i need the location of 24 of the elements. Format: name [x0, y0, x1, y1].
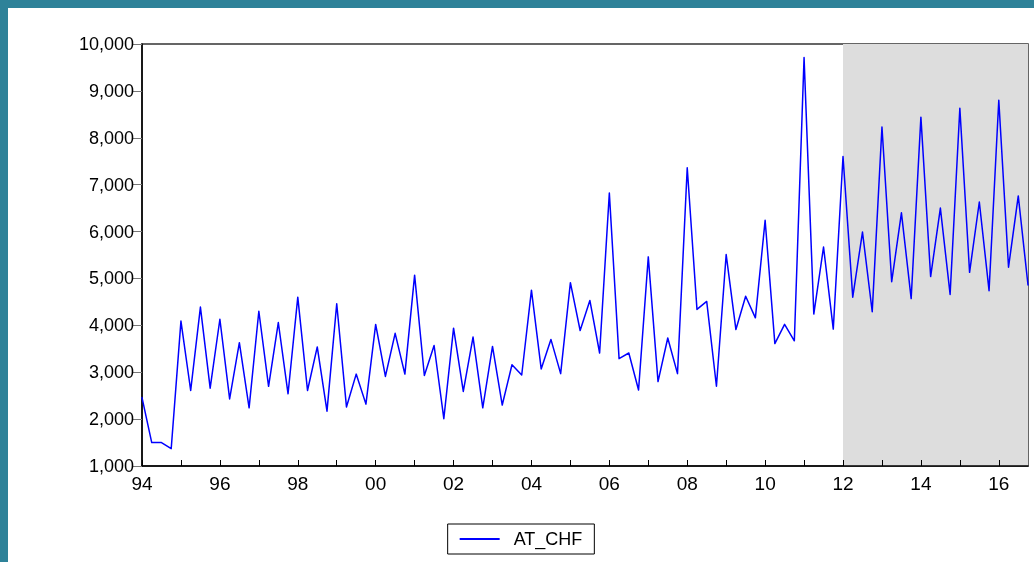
line-series: [141, 56, 1029, 450]
y-tick-label: 9,000: [88, 80, 134, 101]
x-tick-label: 98: [287, 473, 309, 494]
x-tick-label: 10: [754, 473, 776, 494]
y-tick-label: 8,000: [88, 127, 134, 148]
x-tick-label: 96: [209, 473, 231, 494]
x-tick-label: 14: [910, 473, 932, 494]
y-tick-label: 6,000: [88, 221, 134, 242]
x-tick-label: 16: [988, 473, 1010, 494]
y-tick-label: 2,000: [88, 409, 134, 430]
x-tick-label: 06: [598, 473, 620, 494]
y-tick-label: 5,000: [88, 268, 134, 289]
x-tick-label: 04: [520, 473, 543, 494]
y-tick-label: 1,000: [88, 456, 134, 476]
y-tick-label: 7,000: [88, 174, 134, 195]
x-tick-label: 08: [676, 473, 698, 494]
x-tick-label: 02: [442, 473, 465, 494]
y-tick-label: 3,000: [88, 362, 134, 383]
y-tick-label: 4,000: [88, 315, 134, 336]
x-tick-label: 12: [832, 473, 854, 494]
x-tick-label: 94: [131, 473, 153, 494]
y-tick-label: 10,000: [78, 34, 134, 54]
legend-label: AT_CHF: [513, 529, 583, 550]
x-tick-label: 00: [365, 473, 387, 494]
